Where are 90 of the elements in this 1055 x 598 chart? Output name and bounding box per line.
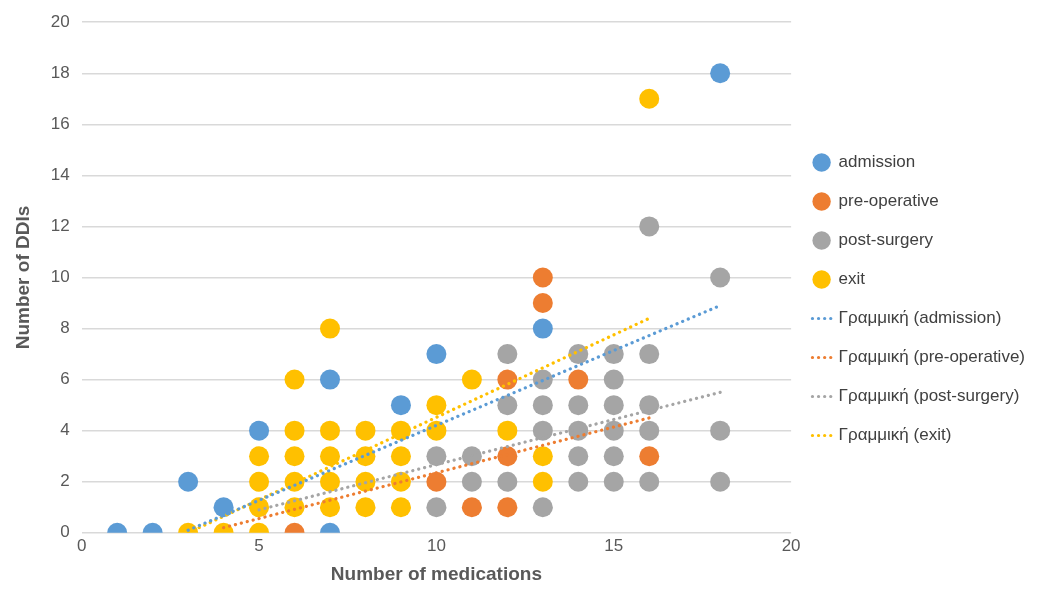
- point: [532, 497, 553, 518]
- point: [178, 471, 199, 492]
- point: [639, 395, 660, 416]
- point: [568, 446, 589, 467]
- point: [320, 369, 340, 390]
- legend-label: Γραμμική (post-surgery): [838, 386, 1020, 406]
- point: [284, 420, 305, 441]
- point: [426, 446, 447, 467]
- point: [603, 420, 624, 441]
- point: [320, 318, 340, 339]
- point: [497, 369, 518, 390]
- point: [497, 395, 518, 416]
- point: [639, 420, 660, 441]
- point: [497, 344, 518, 365]
- point: [461, 497, 482, 518]
- point: [603, 344, 624, 365]
- x-tick-label: 15: [604, 535, 624, 555]
- point: [639, 446, 660, 467]
- point: [284, 446, 305, 467]
- point: [461, 471, 482, 492]
- legend-label: post-surgery: [838, 230, 934, 250]
- y-tick-label: 0: [60, 522, 70, 542]
- point: [213, 497, 234, 518]
- point: [532, 318, 553, 339]
- point: [710, 420, 731, 441]
- point: [355, 420, 376, 441]
- y-tick-label: 6: [60, 369, 70, 389]
- point: [532, 267, 553, 288]
- x-tick-label: 0: [76, 535, 87, 555]
- point: [320, 446, 340, 467]
- point: [426, 344, 447, 365]
- y-tick-label: 16: [50, 114, 70, 134]
- y-tick-label: 2: [60, 471, 70, 491]
- legend-label: admission: [838, 152, 916, 172]
- point: [426, 420, 447, 441]
- point: [320, 497, 340, 518]
- point: [568, 395, 589, 416]
- point: [497, 420, 518, 441]
- point: [639, 216, 660, 237]
- point: [249, 471, 270, 492]
- point: [532, 395, 553, 416]
- point: [390, 446, 411, 467]
- point: [603, 446, 624, 467]
- point: [532, 471, 553, 492]
- legend-label: Γραμμική (exit): [838, 425, 952, 445]
- point: [568, 471, 589, 492]
- point: [639, 344, 660, 365]
- y-tick-label: 20: [50, 11, 70, 31]
- point: [568, 369, 589, 390]
- point: [532, 446, 553, 467]
- point: [390, 395, 411, 416]
- point: [532, 293, 553, 314]
- point: [426, 497, 447, 518]
- x-tick-label: 20: [781, 535, 801, 555]
- point: [320, 420, 340, 441]
- point: [603, 369, 624, 390]
- point: [710, 63, 731, 84]
- point: [603, 471, 624, 492]
- point: [497, 471, 518, 492]
- x-tick-label: 5: [254, 535, 264, 555]
- y-tick-label: 18: [50, 62, 70, 82]
- point: [426, 471, 447, 492]
- point: [532, 420, 553, 441]
- x-tick-label: 10: [426, 535, 446, 555]
- point: [355, 497, 376, 518]
- point: [639, 471, 660, 492]
- point: [390, 497, 411, 518]
- point: [603, 395, 624, 416]
- point: [710, 267, 731, 288]
- point: [320, 471, 340, 492]
- point: [426, 395, 447, 416]
- legend-label: exit: [838, 269, 866, 289]
- point: [249, 446, 270, 467]
- point: [710, 471, 731, 492]
- y-tick-label: 14: [50, 165, 70, 185]
- y-axis-title: Number of DDIs: [11, 205, 33, 350]
- point: [461, 369, 482, 390]
- point: [532, 369, 553, 390]
- y-tick-label: 4: [60, 420, 70, 440]
- y-tick-label: 10: [50, 267, 70, 287]
- legend-label: Γραμμική (admission): [838, 308, 1002, 328]
- legend-label: pre-operative: [838, 191, 939, 211]
- point: [639, 88, 660, 109]
- legend-label: Γραμμική (pre-operative): [838, 347, 1026, 367]
- point: [497, 497, 518, 518]
- y-tick-label: 8: [60, 318, 70, 338]
- x-axis-title: Number of medications: [330, 562, 542, 584]
- y-tick-label: 12: [50, 216, 70, 236]
- point: [249, 420, 270, 441]
- point: [284, 369, 305, 390]
